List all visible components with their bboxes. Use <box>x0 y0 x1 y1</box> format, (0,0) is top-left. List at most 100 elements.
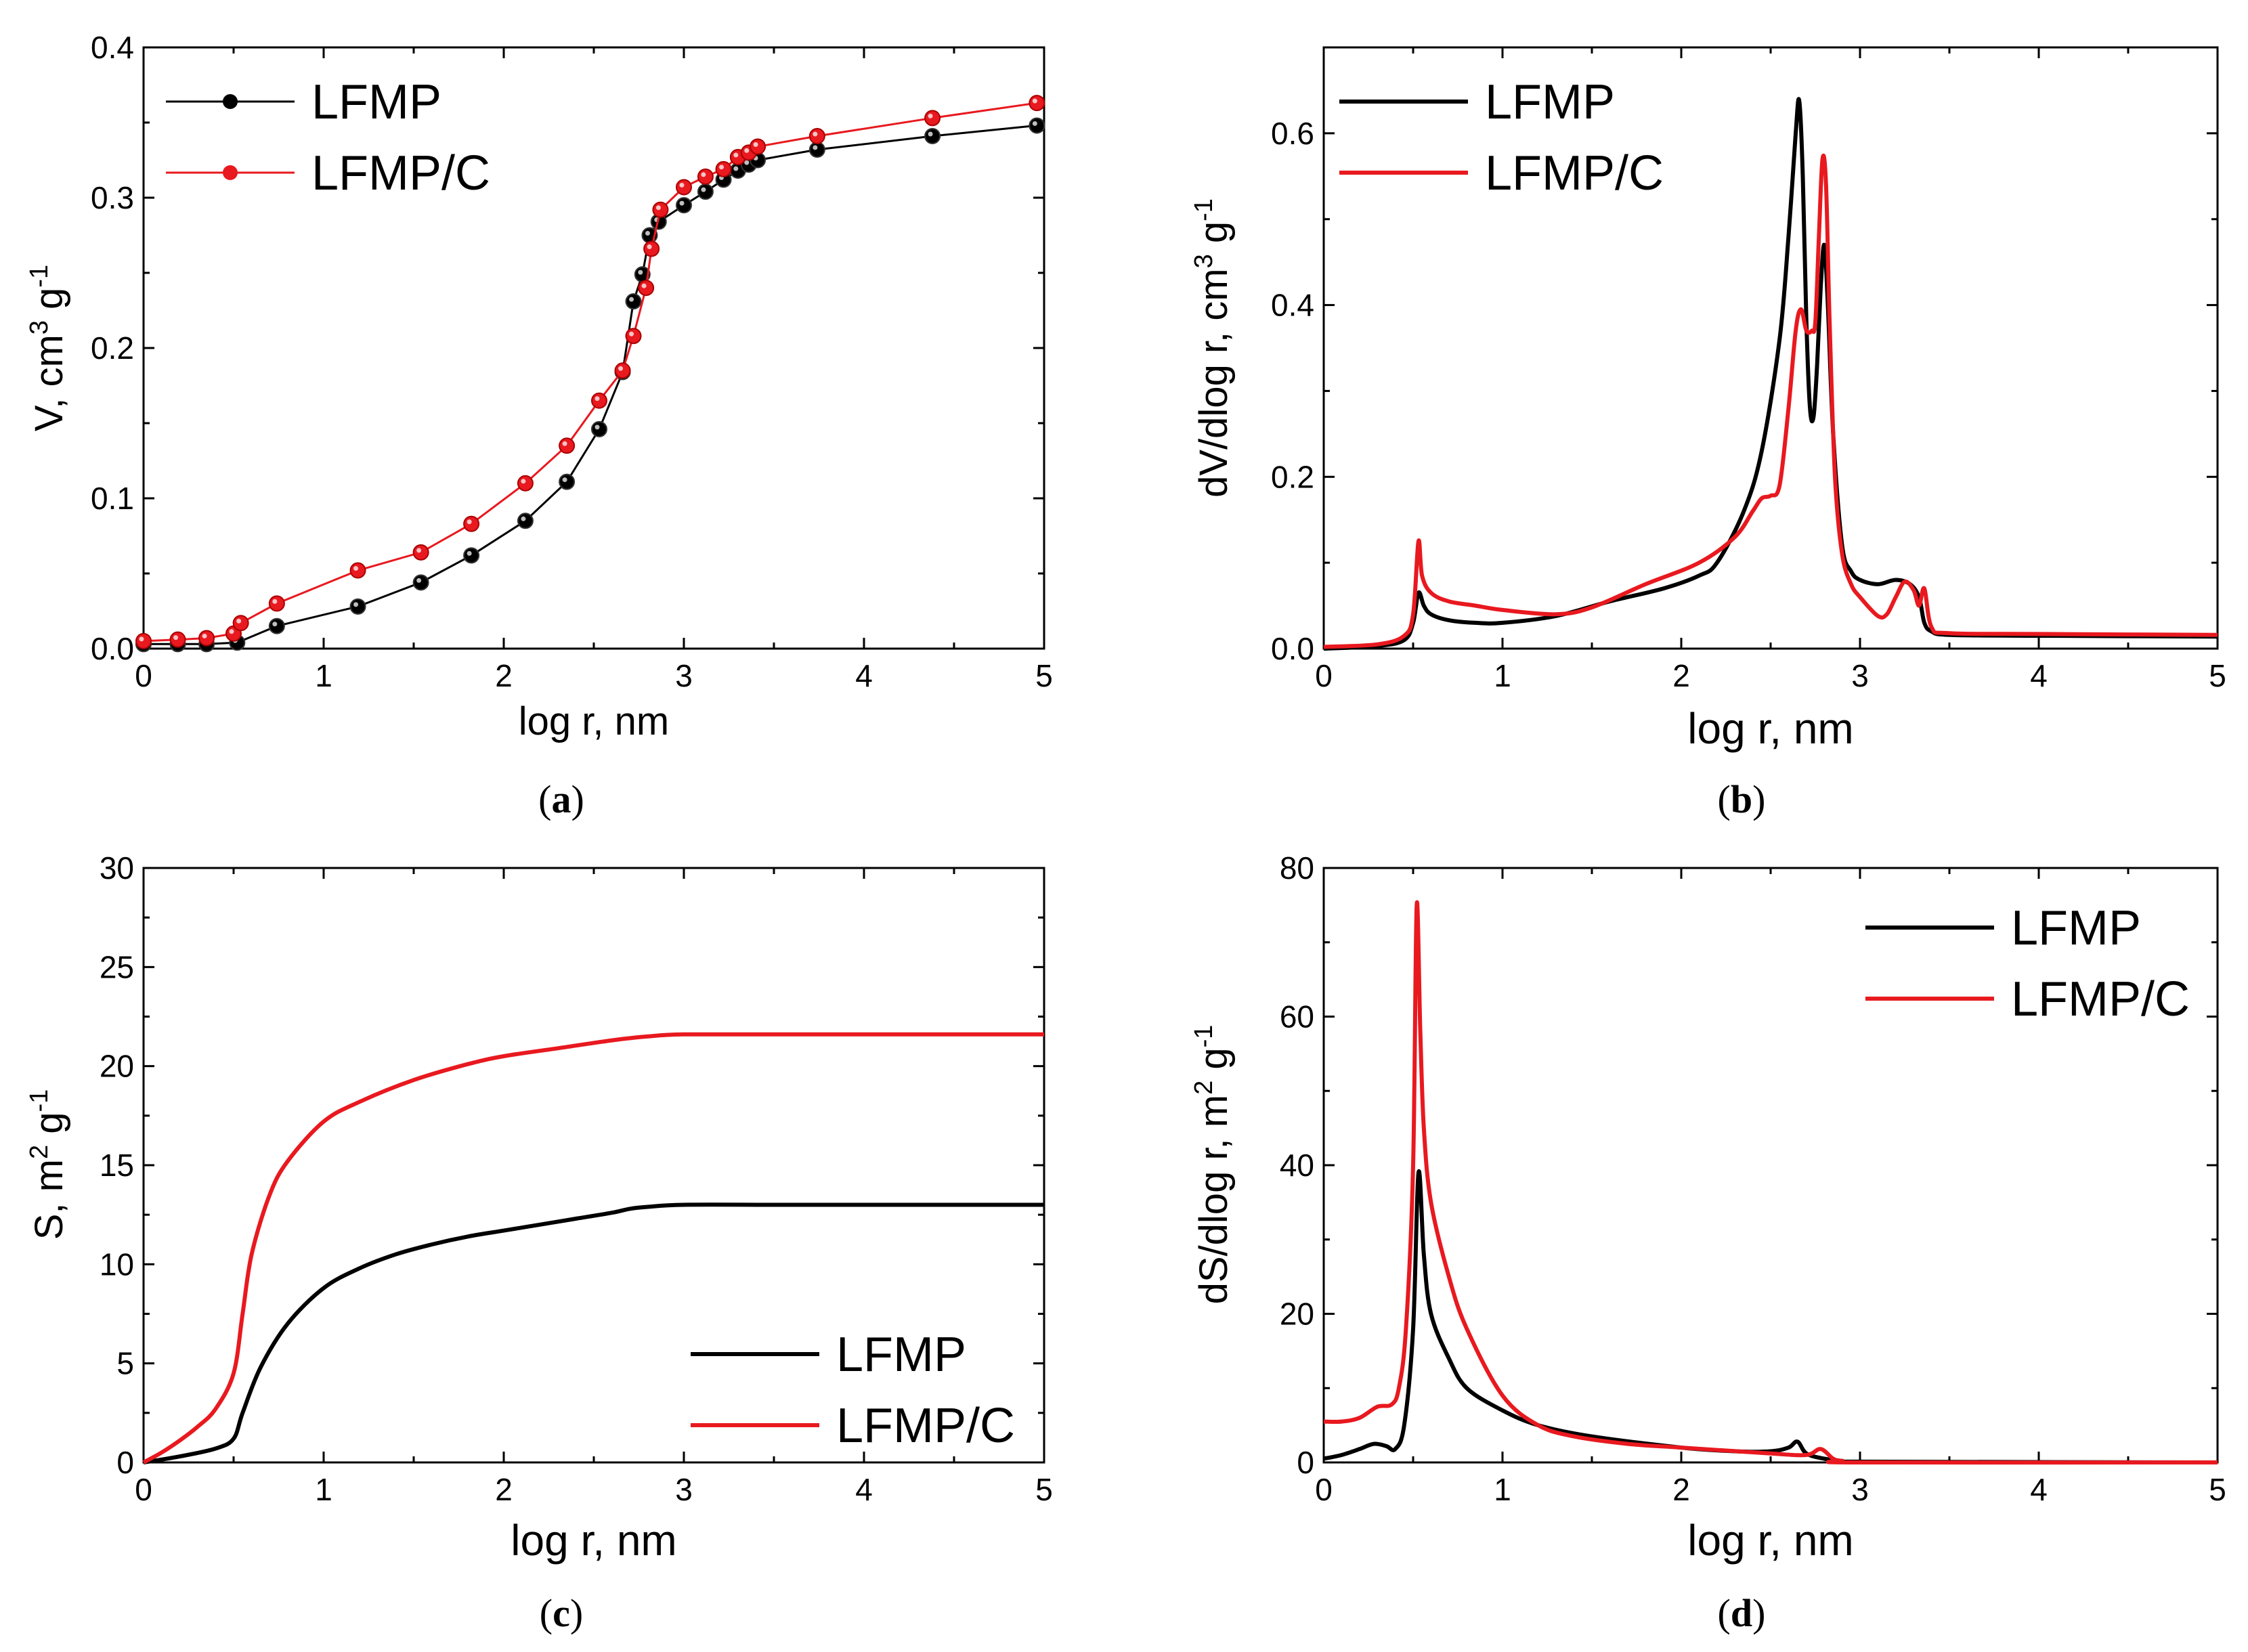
legend-label-lfmp: LFMP <box>2011 901 2141 955</box>
x-tick-label: 5 <box>1035 658 1053 693</box>
x-tick-label: 3 <box>1851 1472 1869 1507</box>
y-tick-label: 10 <box>100 1246 134 1282</box>
data-point-highlight <box>595 425 600 430</box>
y-tick-label: 5 <box>116 1346 134 1381</box>
data-point-lfmp <box>517 513 534 529</box>
data-point-highlight <box>641 283 647 288</box>
data-point-highlight <box>645 231 650 236</box>
y-tick-label: 0 <box>1297 1445 1314 1480</box>
series-line-lfmp-c <box>1323 153 2218 649</box>
legend: LFMP LFMP/C <box>1339 75 1664 200</box>
legend: LFMP LFMP/C <box>1865 901 2190 1026</box>
y-tick-label: 60 <box>1280 999 1314 1035</box>
y-tick-label: 30 <box>100 850 134 886</box>
data-point-highlight <box>229 629 234 634</box>
data-point-lfmp-c <box>135 632 152 649</box>
x-tick-label: 2 <box>495 1472 513 1507</box>
x-tick-label: 2 <box>1672 1472 1690 1507</box>
data-point-lfmp <box>349 598 366 615</box>
legend: LFMP LFMP/C <box>691 1328 1015 1453</box>
x-axis-label: log r, nm <box>1687 1516 1853 1565</box>
data-point-lfmp-c <box>697 168 714 185</box>
data-point-highlight <box>272 622 278 627</box>
legend-label-lfmp-c: LFMP/C <box>836 1399 1015 1453</box>
legend-marker-lfmp-c <box>223 165 238 180</box>
data-point-highlight <box>521 479 526 484</box>
y-tick-label: 20 <box>1280 1297 1314 1332</box>
series-line-lfmp-c <box>142 1032 1044 1464</box>
x-tick-label: 0 <box>1315 658 1333 693</box>
data-point-lfmp <box>676 197 692 214</box>
data-point-lfmp-c <box>349 562 366 579</box>
data-point-highlight <box>733 166 739 171</box>
y-tick-label: 40 <box>1280 1148 1314 1183</box>
data-point-highlight <box>467 519 472 525</box>
data-point-highlight <box>928 113 933 118</box>
panel-label: (a) <box>538 777 584 821</box>
y-tick-label: 15 <box>100 1148 134 1183</box>
x-tick-label: 1 <box>1494 658 1511 693</box>
data-point-lfmp-c <box>268 595 285 612</box>
axis-ticks: 0 1 2 3 4 5 0.0 0.1 0.2 0.3 0.4 <box>91 30 1053 693</box>
x-tick-label: 5 <box>2209 1472 2226 1507</box>
y-tick-label: 0.0 <box>91 631 134 666</box>
data-point-lfmp <box>559 473 576 490</box>
data-point-highlight <box>353 602 359 607</box>
data-point-lfmp-c <box>638 280 655 297</box>
x-tick-label: 2 <box>1672 658 1690 693</box>
legend-label-lfmp-c: LFMP/C <box>2011 972 2190 1026</box>
x-axis-label: log r, nm <box>511 1516 676 1565</box>
y-tick-label: 20 <box>100 1049 134 1084</box>
x-tick-label: 1 <box>315 1472 332 1507</box>
data-point-highlight <box>236 618 242 624</box>
data-point-highlight <box>353 566 359 571</box>
data-point-lfmp-c <box>652 201 669 218</box>
data-point-lfmp-c <box>643 240 660 257</box>
x-tick-label: 4 <box>2030 1472 2048 1507</box>
data-point-highlight <box>655 205 661 211</box>
legend-label-lfmp: LFMP <box>836 1328 966 1382</box>
data-point-highlight <box>701 172 706 177</box>
data-point-highlight <box>701 187 706 192</box>
data-point-lfmp <box>697 183 714 200</box>
series-line-lfmp <box>143 1202 1044 1464</box>
data-point-lfmp-c <box>614 362 631 379</box>
data-point-lfmp <box>412 574 429 591</box>
data-point-lfmp <box>590 420 607 437</box>
data-point-lfmp-c <box>715 160 732 177</box>
y-tick-label: 0.2 <box>91 330 134 366</box>
legend-label-lfmp-c: LFMP/C <box>311 146 490 200</box>
x-tick-label: 2 <box>495 658 513 693</box>
x-tick-label: 0 <box>135 658 152 693</box>
data-point-lfmp-c <box>559 437 576 454</box>
y-axis-label: dV/dlog r, cm3 g-1 <box>1190 198 1236 498</box>
x-tick-label: 1 <box>1494 1472 1511 1507</box>
data-point-highlight <box>679 182 685 188</box>
x-tick-label: 4 <box>855 1472 873 1507</box>
series-line-lfmp-c <box>1323 900 2218 1465</box>
data-point-highlight <box>416 548 422 553</box>
axis-ticks: 0 1 2 3 4 5 0.0 0.2 0.4 0.6 <box>1271 47 2226 693</box>
axis-ticks: 0 1 2 3 4 5 0 5 10 15 20 25 30 <box>100 850 1053 1507</box>
data-point-lfmp <box>625 293 642 310</box>
data-point-highlight <box>173 635 179 640</box>
data-point-highlight <box>467 550 472 556</box>
data-point-highlight <box>647 244 652 249</box>
legend-marker-lfmp <box>223 94 238 109</box>
x-tick-label: 5 <box>1035 1472 1053 1507</box>
data-point-highlight <box>595 396 600 401</box>
data-point-lfmp-c <box>750 138 766 155</box>
data-point-highlight <box>139 636 144 642</box>
y-axis-label: V, cm3 g-1 <box>25 265 71 431</box>
x-axis-label: log r, nm <box>1687 704 1853 753</box>
data-point-highlight <box>638 269 643 275</box>
series-layer <box>142 1032 1044 1464</box>
series-layer <box>1323 97 2218 651</box>
legend-label-lfmp-c: LFMP/C <box>1485 146 1664 200</box>
data-point-lfmp-c <box>463 515 480 532</box>
x-axis-label: log r, nm <box>519 699 669 743</box>
y-axis-label: dS/dlog r, m2 g-1 <box>1190 1025 1236 1305</box>
data-point-highlight <box>928 131 933 137</box>
